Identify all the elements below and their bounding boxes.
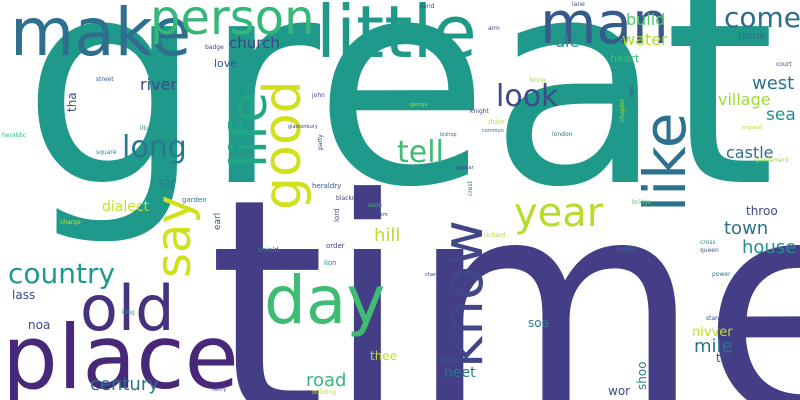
word-lass: lass <box>12 288 36 302</box>
word-king: king <box>122 309 135 316</box>
word-noa: noa <box>28 318 51 332</box>
word-make: make <box>10 0 192 71</box>
word-hill: hill <box>374 225 401 246</box>
word-good: good <box>253 80 313 210</box>
word-road: road <box>306 370 347 391</box>
word-tell: tell <box>397 135 444 170</box>
word-richard: richard <box>484 232 506 239</box>
word-george: george <box>410 102 428 108</box>
word-river: river <box>140 75 177 94</box>
word-right: right <box>629 86 635 98</box>
word-village: village <box>718 90 771 109</box>
word-great: great <box>22 0 776 250</box>
word-appear: appear <box>456 165 474 171</box>
word-little: little <box>316 0 477 74</box>
word-william: william <box>370 212 388 218</box>
word-heart: heart <box>610 52 640 65</box>
word-charles: charles <box>425 272 444 278</box>
word-man: man <box>540 0 669 57</box>
word-parliament: parliament <box>756 157 789 164</box>
word-arm: arm <box>488 25 500 32</box>
word-town: town <box>724 218 769 239</box>
word-blackmore: blackmore <box>336 195 368 202</box>
word-street: street <box>96 76 114 83</box>
word-time: time <box>208 135 800 400</box>
word-party: party <box>317 134 324 150</box>
word-church: church <box>229 34 280 52</box>
word-west: west <box>752 73 795 94</box>
word-illustration: illustration <box>140 125 172 132</box>
word-badge: badge <box>205 44 224 51</box>
word-glastonbury: glastonbury <box>288 124 318 130</box>
word-lion: lion <box>324 259 337 267</box>
word-bridge: bridge <box>632 199 652 206</box>
word-english: english <box>615 246 637 253</box>
word-thi: thi <box>716 351 732 365</box>
word-come: come <box>724 1 800 34</box>
word-look: look <box>496 79 559 114</box>
word-soon: soon <box>368 202 383 209</box>
word-john: john <box>312 92 325 99</box>
word-garden: garden <box>182 196 207 204</box>
word-building: building <box>312 389 337 396</box>
word-bring: bring <box>530 77 546 84</box>
word-build: build <box>626 10 666 29</box>
word-castle: castle <box>726 143 774 162</box>
word-shield: shield <box>258 246 279 254</box>
word-soa: soa <box>528 316 549 330</box>
word-send: send <box>420 3 435 10</box>
word-bishop: bishop <box>440 132 457 138</box>
word-mile: mile <box>694 336 733 357</box>
word-queen: queen <box>700 247 719 254</box>
word-cross: cross <box>700 239 716 246</box>
word-earl: earl <box>213 212 223 230</box>
word-house: house <box>742 237 797 258</box>
word-lane: lane <box>572 1 585 8</box>
word-dialect: dialect <box>102 199 150 215</box>
word-sir: sir <box>158 174 177 192</box>
word-chapter: chapter <box>619 98 626 122</box>
word-stand: stand <box>706 315 723 322</box>
word-place: place <box>2 306 239 400</box>
word-knight: knight <box>470 108 489 115</box>
word-century: century <box>90 374 159 395</box>
word-person: person <box>150 0 315 46</box>
word-nivver: nivver <box>692 325 733 340</box>
word-old: old <box>80 272 175 345</box>
word-wor: wor <box>608 384 631 398</box>
word-water: water <box>622 30 668 49</box>
word-love: love <box>214 57 238 70</box>
word-shoo: shoo <box>635 361 649 390</box>
word-country: country <box>8 257 116 290</box>
word-england: england <box>742 125 763 131</box>
word-power: power <box>712 271 731 278</box>
word-think: think <box>738 29 766 42</box>
word-lord: lord <box>333 208 341 222</box>
word-heraldry: heraldry <box>312 182 342 190</box>
word-neet: neet <box>444 365 476 381</box>
word-say: say <box>146 195 202 278</box>
word-order: order <box>326 242 345 250</box>
word-day: day <box>264 262 386 339</box>
word-heraldic: heraldic <box>2 132 27 139</box>
word-charge: charge <box>60 219 81 226</box>
word-court: court <box>776 61 792 68</box>
word-year: year <box>514 190 604 236</box>
word-duke: duke <box>488 118 505 126</box>
word-sea: sea <box>766 105 796 125</box>
word-crest: crest <box>467 181 474 196</box>
word-long: long <box>122 130 187 165</box>
word-common: common <box>482 128 504 134</box>
word-die: die <box>555 32 580 51</box>
word-henry: henry <box>212 387 227 393</box>
word-square: square <box>96 149 117 156</box>
word-throo: throo <box>746 204 778 218</box>
word-like: like <box>631 112 699 212</box>
word-thee: thee <box>370 349 398 363</box>
word-london: london <box>552 131 573 138</box>
word-tha: tha <box>65 92 79 112</box>
word-know: know <box>431 220 496 368</box>
